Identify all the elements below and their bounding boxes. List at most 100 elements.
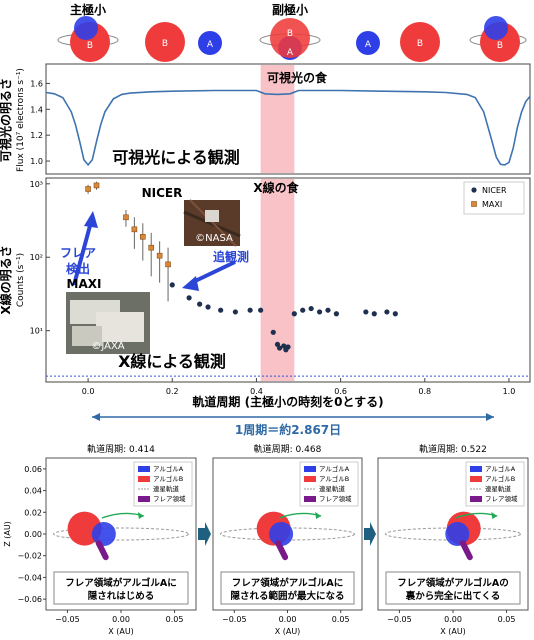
- star-a-letter: A: [287, 48, 294, 58]
- star-b-letter: B: [87, 41, 93, 51]
- eclipse-diagram: 主極小 副極小 B B A B A A B B: [57, 2, 527, 62]
- maxi-point: [165, 261, 171, 268]
- x-tick-label: 0.2: [166, 387, 179, 396]
- legend-label: フレア領域: [319, 494, 352, 503]
- y-tick-label: 0.00: [24, 530, 42, 539]
- x-tick-label: 0.00: [444, 615, 462, 624]
- panel-arrow: [198, 522, 211, 546]
- legend-label: アルゴルA: [485, 464, 516, 473]
- x-axis-label: X (AU): [440, 627, 466, 636]
- legend-nicer-marker: [471, 187, 477, 193]
- y-tick-label: 0.06: [24, 465, 42, 474]
- inner-label: 可視光による観測: [112, 148, 240, 167]
- optical-light-curve: 可視光の食 1.0 1.2 1.4 1.6 可視光による観測 Flux (10⁷ el…: [0, 63, 531, 175]
- algol-a: [269, 522, 294, 546]
- panel-title: 軌道周期: 0.522: [419, 443, 487, 455]
- motion-arrow-head: [491, 512, 498, 519]
- eclipse-label: X線の食: [253, 180, 299, 195]
- x-tick-label: 0.00: [112, 615, 130, 624]
- nicer-point: [363, 309, 369, 315]
- inner-label: X線による観測: [118, 352, 226, 371]
- star-a: [484, 16, 508, 40]
- nicer-point: [197, 301, 203, 307]
- caption-line: フレア領域がアルゴルAに: [232, 577, 344, 589]
- x-tick-label: 0.00: [279, 615, 297, 624]
- period-indicator: 1周期＝約2.867日: [92, 413, 494, 437]
- nicer-point: [258, 307, 264, 313]
- nicer-point: [371, 311, 377, 317]
- legend-swatch: [138, 476, 150, 482]
- photo-credit: ©NASA: [195, 233, 233, 244]
- legend-label: フレア領域: [153, 494, 186, 503]
- algol-a: [91, 522, 116, 546]
- x-tick-label: 1.0: [503, 387, 516, 396]
- caption-box: [385, 571, 521, 605]
- orbit-panel: 軌道周期: 0.522 アルゴルAアルゴルB連星軌道フレア領域フレア領域がアルゴル…: [377, 443, 529, 636]
- legend-label: アルゴルB: [319, 474, 349, 483]
- orbit-panel: 軌道周期: 0.414 アルゴルAアルゴルB連星軌道フレア領域フレア領域がアルゴル…: [3, 443, 197, 636]
- nicer-point: [218, 307, 224, 313]
- nicer-label: NICER: [142, 186, 183, 200]
- legend: NICER MAXI: [463, 181, 525, 215]
- nicer-point: [232, 309, 238, 315]
- maxi-point: [131, 226, 138, 233]
- maxi-point: [123, 214, 129, 221]
- legend-label: 連星軌道: [153, 484, 180, 493]
- nicer-point: [186, 295, 192, 301]
- x-tick-label: 0.05: [498, 615, 516, 624]
- flare-region: [95, 540, 109, 561]
- star-b: [145, 22, 185, 62]
- caption-line: フレア領域がアルゴルAの: [397, 577, 509, 589]
- legend-swatch: [470, 476, 482, 482]
- orbit-panel: 軌道周期: 0.468 アルゴルAアルゴルB連星軌道フレア領域フレア領域がアルゴル…: [212, 443, 363, 636]
- orbit-panels: 軌道周期: 0.414アルゴルAアルゴルB連星軌道フレア領域フレア領域がアルゴル…: [3, 443, 529, 636]
- maxi-label: MAXI: [67, 277, 102, 291]
- nicer-point: [300, 307, 306, 313]
- legend-swatch: [304, 496, 316, 502]
- maxi-point: [156, 252, 163, 259]
- star-a: [74, 16, 98, 40]
- legend-maxi-marker: [471, 201, 477, 207]
- legend-label: フレア領域: [485, 494, 518, 503]
- motion-arrow-head: [137, 512, 144, 519]
- legend-label: アルゴルB: [153, 474, 183, 483]
- y-axis-label: Counts (s⁻¹): [16, 253, 26, 307]
- legend-maxi-label: MAXI: [482, 200, 502, 209]
- x-tick-label: 0.05: [166, 615, 184, 624]
- nicer-point: [276, 345, 283, 351]
- y-tick-label: 0.02: [24, 508, 42, 517]
- maxi-point: [140, 233, 146, 240]
- eclipse-band: [260, 65, 295, 173]
- maxi-point: [93, 182, 100, 189]
- x-tick-label: −0.05: [222, 615, 247, 624]
- legend-swatch: [304, 466, 316, 472]
- legend-label: 連星軌道: [485, 484, 512, 493]
- star-b-letter: B: [287, 29, 293, 39]
- star-b: [400, 22, 440, 62]
- flux-series-line: [45, 89, 531, 167]
- legend-label: アルゴルA: [319, 464, 350, 473]
- y-tick-label: −0.02: [17, 552, 42, 561]
- caption-line: 隠される範囲が最大になる: [230, 590, 344, 602]
- nicer-photo: ©NASA: [183, 199, 241, 247]
- star-a-letter: A: [365, 40, 372, 50]
- x-tick-label: 0.4: [250, 387, 263, 396]
- legend-swatch: [138, 496, 150, 502]
- y-tick-label: 0.04: [24, 487, 42, 496]
- binary-orbit: [53, 527, 189, 541]
- y-tick-label: 10³: [30, 180, 43, 189]
- star-b: [270, 18, 310, 58]
- side-label: 可視光の明るさ: [0, 78, 13, 162]
- y-tick-label: 10¹: [30, 327, 43, 336]
- legend-swatch: [470, 466, 482, 472]
- followup-label: 追観測: [213, 249, 249, 264]
- y-tick-label: 1.6: [30, 79, 43, 88]
- y-tick-label: −0.04: [17, 573, 42, 582]
- nicer-point: [169, 282, 175, 288]
- nicer-point: [392, 311, 398, 317]
- x-tick-label: −0.05: [55, 615, 80, 624]
- eclipse-band: [260, 179, 295, 381]
- y-tick-label: −0.06: [17, 595, 42, 604]
- algol-a: [445, 522, 470, 546]
